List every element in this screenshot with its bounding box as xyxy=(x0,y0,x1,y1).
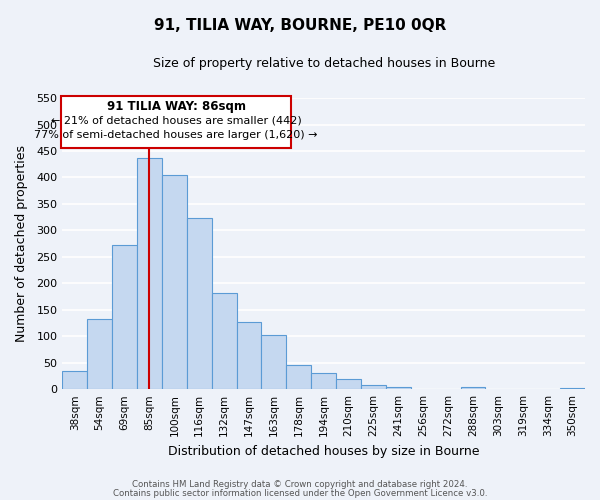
Text: Contains HM Land Registry data © Crown copyright and database right 2024.: Contains HM Land Registry data © Crown c… xyxy=(132,480,468,489)
Bar xyxy=(311,373,336,389)
Title: Size of property relative to detached houses in Bourne: Size of property relative to detached ho… xyxy=(152,58,495,70)
Text: 77% of semi-detached houses are larger (1,620) →: 77% of semi-detached houses are larger (… xyxy=(34,130,318,140)
Bar xyxy=(361,385,386,389)
X-axis label: Distribution of detached houses by size in Bourne: Distribution of detached houses by size … xyxy=(168,444,479,458)
Bar xyxy=(386,386,411,389)
Bar xyxy=(336,378,361,389)
Bar xyxy=(236,322,262,389)
Bar xyxy=(560,388,585,389)
Bar xyxy=(62,370,87,389)
Y-axis label: Number of detached properties: Number of detached properties xyxy=(15,145,28,342)
Text: Contains public sector information licensed under the Open Government Licence v3: Contains public sector information licen… xyxy=(113,488,487,498)
Bar xyxy=(137,158,162,389)
Bar xyxy=(87,319,112,389)
Bar xyxy=(286,365,311,389)
Bar xyxy=(461,386,485,389)
Text: 91, TILIA WAY, BOURNE, PE10 0QR: 91, TILIA WAY, BOURNE, PE10 0QR xyxy=(154,18,446,32)
Text: ← 21% of detached houses are smaller (442): ← 21% of detached houses are smaller (44… xyxy=(51,116,302,126)
Bar xyxy=(262,334,286,389)
Text: 91 TILIA WAY: 86sqm: 91 TILIA WAY: 86sqm xyxy=(107,100,245,114)
FancyBboxPatch shape xyxy=(61,96,292,148)
Bar xyxy=(112,245,137,389)
Bar xyxy=(187,218,212,389)
Bar xyxy=(162,175,187,389)
Bar xyxy=(212,293,236,389)
